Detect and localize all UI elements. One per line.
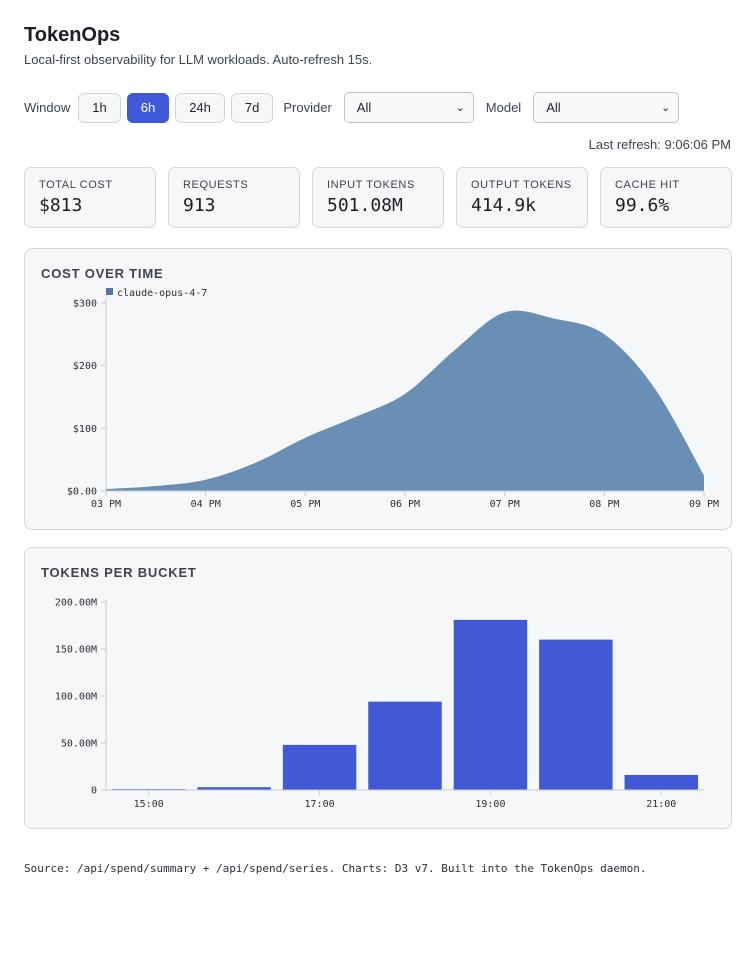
- kpi-output-tokens: OUTPUT TOKENS 414.9k: [456, 167, 588, 228]
- kpi-label: OUTPUT TOKENS: [471, 179, 572, 191]
- y-tick-label: 0: [91, 786, 97, 797]
- kpi-label: TOTAL COST: [39, 179, 113, 191]
- y-tick-label: 100.00M: [55, 692, 97, 703]
- window-24h-button[interactable]: 24h: [175, 92, 225, 123]
- tokens-per-bucket-panel: TOKENS PER BUCKET 0 50.00M 100.00M 150.00M 2…: [24, 547, 732, 829]
- window-7d-button[interactable]: 7d: [230, 92, 274, 123]
- y-tick-label: $0.00: [67, 487, 97, 498]
- x-tick-label: 04 PM: [191, 499, 221, 510]
- x-tick-label: 05 PM: [290, 499, 320, 510]
- model-select-value: All: [546, 100, 561, 115]
- window-1h-button[interactable]: 1h: [78, 92, 121, 123]
- kpi-value: 913: [183, 195, 216, 216]
- kpi-total-cost: TOTAL COST $813: [24, 167, 156, 228]
- provider-select[interactable]: All ⌄: [343, 92, 474, 123]
- model-label: Model: [485, 100, 522, 115]
- cost-over-time-panel: COST OVER TIME $0.00 $100 $200 $300 03 PM 04 …: [24, 248, 732, 530]
- x-tick-label: 09 PM: [689, 499, 719, 510]
- legend-label: claude-opus-4-7: [117, 288, 207, 299]
- x-tick-label: 15:00: [134, 799, 164, 810]
- y-tick-label: $300: [73, 299, 97, 310]
- y-tick-label: 50.00M: [61, 739, 97, 750]
- kpi-label: REQUESTS: [183, 179, 249, 191]
- token-bar: [368, 701, 442, 790]
- chevron-down-icon: ⌄: [455, 102, 465, 114]
- filter-controls: Window 1h 6h 24h 7d Provider All ⌄ Model…: [24, 92, 691, 123]
- window-label: Window: [24, 100, 71, 115]
- x-tick-label: 21:00: [646, 799, 676, 810]
- window-6h-button[interactable]: 6h: [126, 92, 170, 123]
- y-tick-label: 150.00M: [55, 645, 97, 656]
- kpi-cache-hit: CACHE HIT 99.6%: [600, 167, 732, 228]
- x-tick-label: 07 PM: [490, 499, 520, 510]
- token-bar: [453, 619, 528, 790]
- x-tick-label: 03 PM: [91, 499, 121, 510]
- last-refresh-text: Last refresh: 9:06:06 PM: [588, 137, 731, 152]
- panel-title: COST OVER TIME: [41, 266, 164, 281]
- kpi-value: 414.9k: [471, 195, 537, 216]
- token-bar: [282, 744, 357, 790]
- cost-over-time-chart: $0.00 $100 $200 $300 03 PM 04 PM 05 PM 06 PM 07 …: [67, 288, 719, 510]
- y-tick-label: $100: [73, 424, 97, 435]
- x-tick-label: 17:00: [305, 799, 335, 810]
- token-bar: [624, 774, 699, 790]
- footer-source-text: Source: /api/spend/summary + /api/spend/…: [24, 862, 647, 875]
- kpi-value: 99.6%: [615, 195, 670, 216]
- chevron-down-icon: ⌄: [660, 102, 671, 114]
- kpi-requests: REQUESTS 913: [168, 167, 300, 228]
- x-tick-label: 08 PM: [589, 499, 619, 510]
- provider-label: Provider: [283, 100, 332, 115]
- page-title: TokenOps: [24, 24, 121, 46]
- x-tick-label: 19:00: [475, 799, 505, 810]
- model-select[interactable]: All ⌄: [533, 92, 680, 123]
- y-tick-label: $200: [73, 361, 97, 372]
- cost-area-series: [106, 310, 704, 491]
- page-subtitle: Local-first observability for LLM worklo…: [24, 52, 373, 67]
- tokens-per-bucket-chart: 0 50.00M 100.00M 150.00M 200.00M 15:00 17:00 19…: [55, 598, 704, 810]
- token-bar: [539, 639, 613, 790]
- legend-swatch: [106, 288, 113, 295]
- provider-select-value: All: [356, 100, 372, 115]
- panel-title: TOKENS PER BUCKET: [41, 565, 197, 580]
- kpi-input-tokens: INPUT TOKENS 501.08M: [312, 167, 444, 228]
- legend-background: [106, 289, 714, 297]
- y-tick-label: 200.00M: [55, 598, 97, 609]
- kpi-value: $813: [39, 195, 83, 216]
- kpi-value: 501.08M: [327, 195, 403, 216]
- x-tick-label: 06 PM: [390, 499, 420, 510]
- kpi-label: CACHE HIT: [615, 179, 680, 191]
- token-bar: [197, 787, 271, 790]
- kpi-row: TOTAL COST $813 REQUESTS 913 INPUT TOKEN…: [24, 167, 732, 228]
- kpi-label: INPUT TOKENS: [327, 179, 415, 191]
